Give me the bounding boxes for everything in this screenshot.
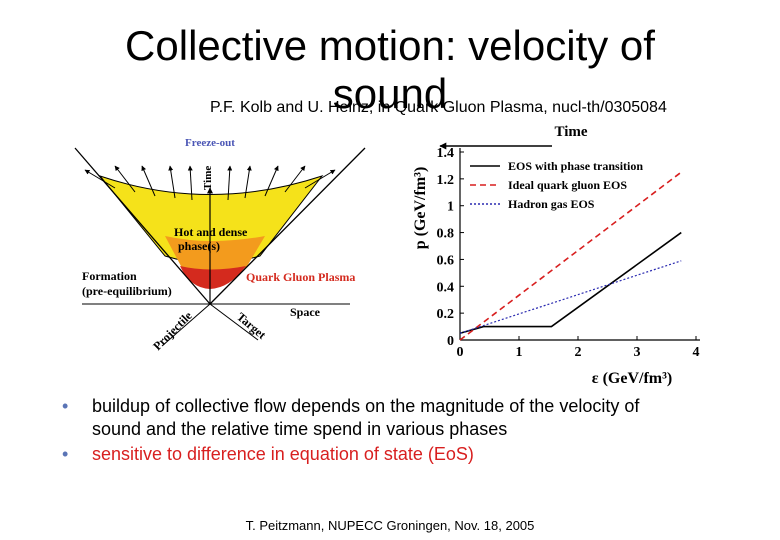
citation: P.F. Kolb and U. Heinz, in Quark Gluon P…: [210, 99, 667, 116]
series-line-3: [459, 260, 682, 334]
legend-label-1: EOS with phase transition: [508, 159, 643, 173]
space-label: Space: [290, 305, 321, 319]
figure: Freeze-out Time Hot and dense phase(s) Q…: [74, 124, 700, 387]
bullet-item: • buildup of collective flow depends on …: [62, 395, 732, 441]
chart-series: [459, 171, 682, 341]
series-line-2: [459, 171, 682, 341]
chart-legend: EOS with phase transition Ideal quark glu…: [470, 159, 643, 211]
formation-label-1: Formation: [82, 269, 137, 283]
bullet-2-line-1: sensitive to difference in equation of s…: [92, 444, 474, 464]
y-tick-label: 1: [447, 200, 454, 215]
series-line-1: [459, 231, 682, 335]
x-tick-label: 1: [516, 345, 523, 360]
cone-right: [209, 147, 366, 305]
x-tick-label: 2: [575, 345, 582, 360]
flow-arrows: [84, 165, 336, 201]
target-line: [209, 303, 259, 341]
y-tick-label: 0.8: [437, 227, 455, 242]
bullet-1-line-1: buildup of collective flow depends on th…: [92, 396, 640, 416]
bullet-item: • sensitive to difference in equation of…: [62, 443, 732, 466]
bullet-dot: •: [62, 396, 69, 416]
legend-label-3: Hadron gas EOS: [508, 197, 595, 211]
orange-region: [165, 236, 265, 272]
x-tick-label: 4: [693, 345, 700, 360]
hot-dense-label-1: Hot and dense: [174, 225, 248, 239]
title-line-1: Collective motion: velocity of: [125, 22, 655, 69]
formation-label-2: (pre-equilibrium): [82, 284, 172, 298]
projectile-label: Projectile: [150, 308, 195, 353]
hot-dense-label-2: phase(s): [178, 239, 220, 253]
qgp-label: Quark Gluon Plasma: [246, 270, 355, 284]
chart-ylabel: p (GeV/fm³): [412, 167, 429, 250]
freeze-out-label: Freeze-out: [185, 137, 235, 149]
x-tick-label: 0: [457, 345, 464, 360]
title-line-2: sound: [332, 70, 448, 117]
eos-chart: Time p (GeV/fm³) ε (GeV/fm³) 0 1 2 3 4 0 0.2 0.…: [412, 124, 700, 387]
projectile-line: [161, 303, 211, 347]
y-tick-label: 0: [447, 334, 454, 349]
x-tick-label: 3: [634, 345, 641, 360]
y-tick-label: 0.2: [437, 307, 455, 322]
slide-title: Collective motion: velocity of sound: [60, 22, 720, 118]
footer: T. Peitzmann, NUPECC Groningen, Nov. 18,…: [245, 518, 535, 533]
legend-label-2: Ideal quark gluon EOS: [508, 178, 627, 192]
bullet-list: • buildup of collective flow depends on …: [62, 395, 732, 468]
y-tick-label: 1.4: [437, 146, 455, 161]
bullet-1-line-2: sound and the relative time spend in var…: [92, 419, 508, 439]
cone-left: [74, 147, 211, 305]
chart-time-label: Time: [554, 124, 587, 140]
y-tick-label: 0.6: [437, 253, 455, 268]
bullet-dot: •: [62, 444, 69, 464]
y-tick-label: 1.2: [437, 173, 455, 188]
y-tick-label: 0.4: [437, 280, 455, 295]
lightcone-diagram: Freeze-out Time Hot and dense phase(s) Q…: [74, 137, 366, 353]
red-region: [180, 266, 246, 289]
chart-xlabel: ε (GeV/fm³): [592, 370, 673, 387]
diagram-time-label: Time: [202, 166, 214, 190]
chart-axes: 0 1 2 3 4 0 0.2 0.4 0.6 0.8 1 1.2 1.4: [437, 146, 700, 360]
